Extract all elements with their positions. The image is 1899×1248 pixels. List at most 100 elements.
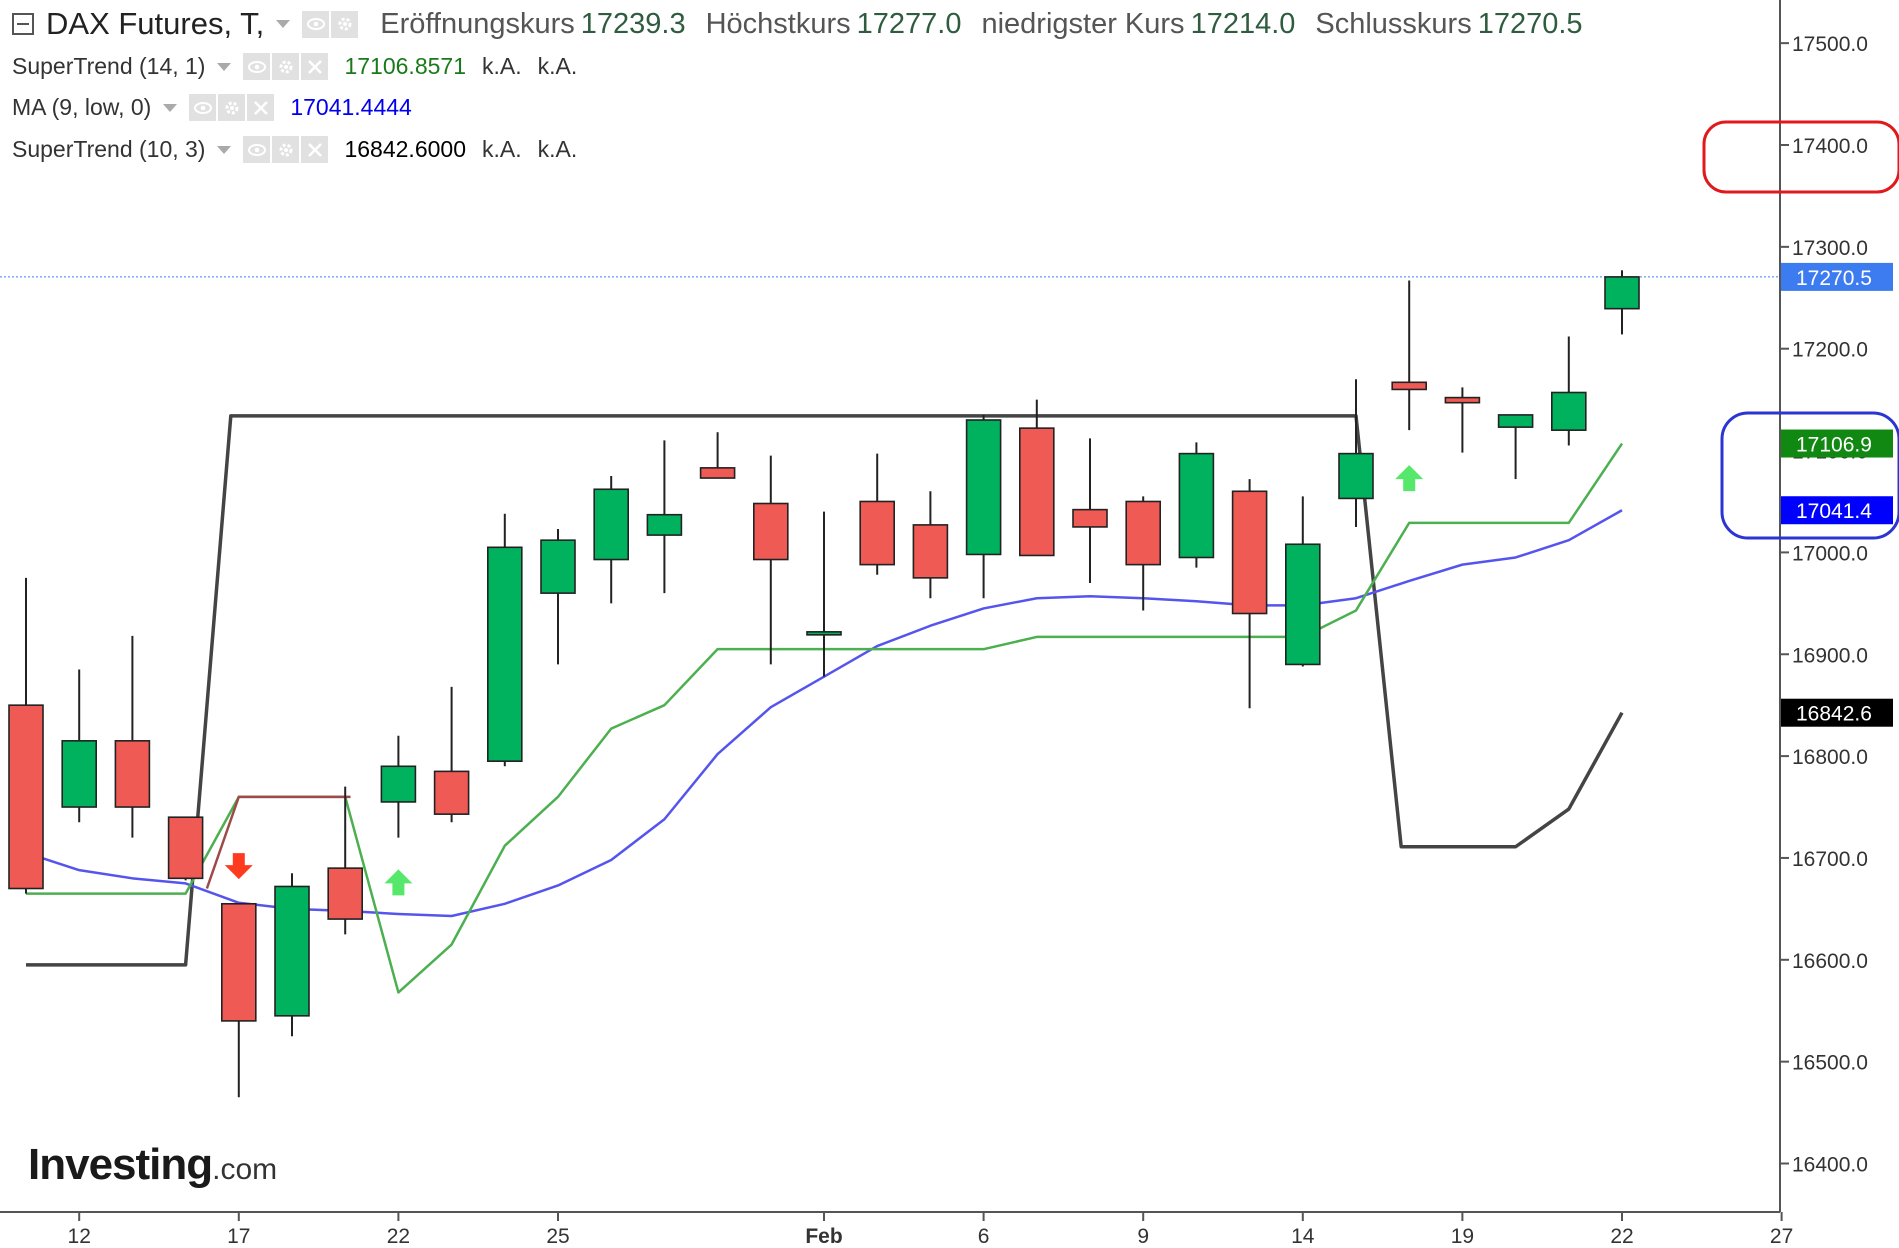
chevron-down-icon[interactable] xyxy=(163,103,178,112)
candle-body[interactable] xyxy=(806,631,842,636)
low-value: 17214.0 xyxy=(1190,7,1296,40)
candle-body[interactable] xyxy=(1018,427,1055,557)
candle-body[interactable] xyxy=(965,419,1002,556)
gear-icon[interactable] xyxy=(272,136,300,163)
candle-body[interactable] xyxy=(114,740,151,808)
candle-body[interactable] xyxy=(1072,508,1108,528)
high-label: Höchstkurs xyxy=(705,7,851,40)
open-label: Eröffnungskurs xyxy=(380,7,575,40)
candle-body[interactable] xyxy=(1125,500,1161,566)
candle-body[interactable] xyxy=(646,513,683,536)
investing-logo: Investing.com xyxy=(28,1140,277,1190)
gear-icon[interactable] xyxy=(331,10,359,38)
indicator-extra: k.A. xyxy=(537,136,578,162)
candle-body[interactable] xyxy=(540,539,576,594)
candle-body[interactable] xyxy=(1338,452,1374,500)
chevron-down-icon[interactable] xyxy=(217,62,232,71)
gear-icon[interactable] xyxy=(218,94,246,121)
supertrend-14-tag: 17106.9 xyxy=(1796,434,1872,457)
collapse-icon[interactable] xyxy=(12,13,34,35)
eye-icon[interactable] xyxy=(302,10,330,38)
chevron-down-icon[interactable] xyxy=(276,20,291,28)
x-tick-label: 9 xyxy=(1137,1225,1149,1248)
buy-signal-arrow xyxy=(1395,465,1424,492)
y-tick-label: 16500.0 xyxy=(1792,1052,1868,1075)
close-icon[interactable] xyxy=(301,53,329,80)
candle-body[interactable] xyxy=(61,740,98,808)
legend-title-row: DAX Futures, T, Eröffnungskurs 17239.3 H… xyxy=(12,6,1583,42)
y-tick-label: 16400.0 xyxy=(1792,1154,1868,1177)
candle-body[interactable] xyxy=(1391,381,1427,391)
x-tick-label: 14 xyxy=(1291,1225,1315,1248)
x-tick-label: 6 xyxy=(978,1225,990,1248)
candle-body[interactable] xyxy=(274,885,310,1017)
supertrend-10-tag: 16842.6 xyxy=(1796,703,1872,726)
x-tick-label: Feb xyxy=(805,1225,842,1248)
candle-body[interactable] xyxy=(593,488,630,561)
eye-icon[interactable] xyxy=(243,136,271,163)
indicator-name: MA (9, low, 0) xyxy=(12,94,152,120)
close-icon[interactable] xyxy=(247,94,275,121)
sell-signal-arrow xyxy=(224,853,253,880)
y-tick-label: 17400.0 xyxy=(1792,135,1868,158)
candle-body[interactable] xyxy=(1231,490,1268,615)
ma-tag-bg xyxy=(1781,496,1893,525)
close-icon[interactable] xyxy=(301,136,329,163)
y-tick-label: 17000.0 xyxy=(1792,542,1868,565)
candle-body[interactable] xyxy=(1604,276,1640,310)
indicator-extra: k.A. xyxy=(481,136,522,162)
candle-body[interactable] xyxy=(1497,414,1534,428)
logo-text: Investing xyxy=(28,1140,213,1189)
candle-body[interactable] xyxy=(327,867,364,920)
y-tick-label: 17500.0 xyxy=(1792,33,1868,56)
candle-body[interactable] xyxy=(486,546,523,762)
eye-icon[interactable] xyxy=(243,53,271,80)
indicator-row-supertrend-14: SuperTrend (14, 1) 17106.8571 k.A. k.A. xyxy=(12,53,577,80)
y-tick-label: 16900.0 xyxy=(1792,644,1868,667)
buy-signal-arrow xyxy=(384,869,413,896)
candle-body[interactable] xyxy=(433,770,470,815)
indicator-name: SuperTrend (10, 3) xyxy=(12,136,206,162)
indicator-value: 16842.6000 xyxy=(344,136,466,162)
x-tick-label: 17 xyxy=(227,1225,250,1248)
candle-body[interactable] xyxy=(8,704,44,890)
instrument-title: DAX Futures, T, xyxy=(46,6,265,41)
indicator-value: 17041.4444 xyxy=(290,94,412,120)
candle-body[interactable] xyxy=(1285,543,1321,666)
indicator-extra: k.A. xyxy=(537,53,578,79)
candle-body[interactable] xyxy=(1444,396,1481,404)
high-value: 17277.0 xyxy=(856,7,962,40)
y-tick-label: 16800.0 xyxy=(1792,746,1868,769)
chevron-down-icon[interactable] xyxy=(217,145,232,154)
supertrend-10-tag-bg xyxy=(1781,698,1893,727)
y-tick-label: 17300.0 xyxy=(1792,237,1868,260)
low-label: niedrigster Kurs xyxy=(981,7,1185,40)
annotation-circle-red xyxy=(1702,120,1899,194)
indicator-value: 17106.8571 xyxy=(344,53,466,79)
close-value: 17270.5 xyxy=(1477,7,1583,40)
y-tick-label: 17200.0 xyxy=(1792,339,1868,362)
candle-body[interactable] xyxy=(380,765,417,803)
candle-body[interactable] xyxy=(221,902,257,1022)
eye-icon[interactable] xyxy=(189,94,217,121)
candle-body[interactable] xyxy=(1551,391,1587,431)
candle-body[interactable] xyxy=(859,500,896,566)
last-price-tag-bg xyxy=(1781,262,1893,291)
x-tick-label: 22 xyxy=(1610,1225,1633,1248)
supertrend-14-red-segment xyxy=(205,795,351,889)
indicator-name: SuperTrend (14, 1) xyxy=(12,53,206,79)
candle-body[interactable] xyxy=(912,524,949,579)
last-price-tag: 17270.5 xyxy=(1796,267,1872,290)
candle-body[interactable] xyxy=(699,467,736,479)
supertrend-14-tag-bg xyxy=(1781,429,1893,458)
gear-icon[interactable] xyxy=(272,53,300,80)
x-tick-label: 25 xyxy=(546,1225,569,1248)
candle-body[interactable] xyxy=(752,502,789,561)
y-tick-label: 16600.0 xyxy=(1792,950,1868,973)
candle-body[interactable] xyxy=(167,816,204,880)
close-label: Schlusskurs xyxy=(1315,7,1472,40)
logo-suffix: .com xyxy=(212,1153,278,1186)
candle-body[interactable] xyxy=(1178,452,1215,559)
annotation-circle-blue xyxy=(1720,411,1899,540)
